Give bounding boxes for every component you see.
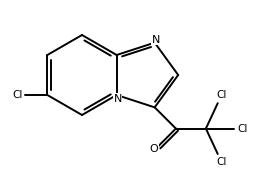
- Text: Cl: Cl: [12, 90, 22, 100]
- Text: Cl: Cl: [238, 124, 248, 134]
- Text: N: N: [151, 35, 160, 45]
- Text: Cl: Cl: [216, 90, 227, 100]
- Text: Cl: Cl: [216, 157, 227, 167]
- Text: O: O: [150, 144, 159, 154]
- Text: N: N: [114, 94, 122, 104]
